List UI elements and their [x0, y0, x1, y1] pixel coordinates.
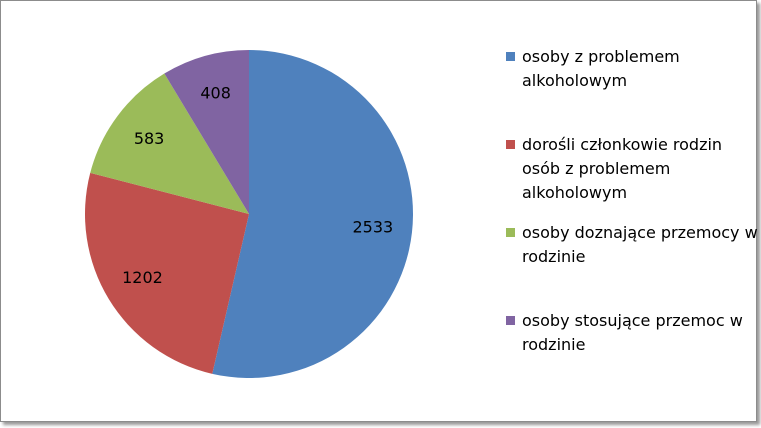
- legend-swatch: [506, 140, 515, 149]
- legend-swatch: [506, 228, 515, 237]
- pie-slice: [85, 172, 249, 374]
- legend-entry: dorośli członkowie rodzin osób z problem…: [506, 133, 761, 205]
- legend-swatch: [506, 52, 515, 61]
- data-label: 583: [134, 129, 165, 148]
- legend-label: osoby stosujące przemoc w rodzinie: [522, 311, 743, 354]
- data-label: 1202: [122, 268, 163, 287]
- legend-entry: osoby stosujące przemoc w rodzinie: [506, 309, 761, 357]
- legend-label: dorośli członkowie rodzin osób z problem…: [522, 135, 723, 202]
- data-label: 408: [200, 83, 231, 102]
- data-label: 2533: [352, 218, 393, 237]
- legend-label: osoby z problemem alkoholowym: [522, 47, 680, 90]
- legend-label: osoby doznające przemocy w rodzinie: [522, 223, 758, 266]
- legend-swatch: [506, 316, 515, 325]
- pie-slice: [212, 50, 414, 379]
- pie-slice: [90, 73, 249, 215]
- pie-slice: [164, 50, 249, 214]
- legend-entry: osoby z problemem alkoholowym: [506, 45, 761, 93]
- legend-entry: osoby doznające przemocy w rodzinie: [506, 221, 761, 269]
